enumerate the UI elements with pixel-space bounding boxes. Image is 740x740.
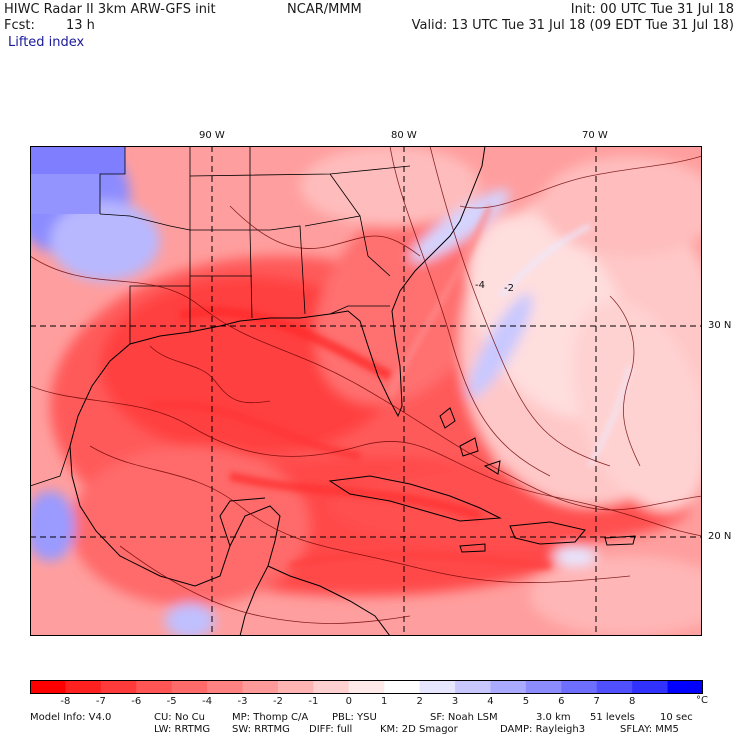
colorbar-swatch (30, 680, 66, 694)
footer-sf: SF: Noah LSM (430, 712, 498, 723)
colorbar-tick-label: 0 (345, 696, 352, 707)
forecast-label: Fcst: (4, 18, 35, 33)
colorbar-tick-label: 1 (381, 696, 388, 707)
footer-sw: SW: RRTMG (232, 724, 290, 735)
init-time: Init: 00 UTC Tue 31 Jul 18 (570, 2, 734, 17)
colorbar-swatch (100, 680, 137, 694)
colorbar-swatch (242, 680, 279, 694)
colorbar-swatch (596, 680, 633, 694)
colorbar-swatch (277, 680, 314, 694)
lat-lon-grid (30, 146, 702, 636)
coastlines (69, 146, 636, 636)
map-canvas: -4 -2 (30, 146, 702, 636)
colorbar-tick-label: 7 (593, 696, 600, 707)
colorbar-tick-label: -1 (308, 696, 319, 707)
stable-region-nw-2 (30, 174, 100, 214)
colorbar-swatch (455, 680, 491, 694)
li-field-shading (30, 146, 702, 636)
valid-time: Valid: 13 UTC Tue 31 Jul 18 (09 EDT Tue … (411, 18, 734, 33)
lat-label-20n: 20 N (708, 531, 732, 542)
colorbar-swatch (207, 680, 244, 694)
colorbar-tick-label: -7 (95, 696, 106, 707)
colorbar-tick-label: 3 (451, 696, 459, 707)
colorbar-unit: °C (696, 695, 708, 706)
colorbar-tick-label: 2 (416, 696, 423, 707)
footer-sflay: SFLAY: MM5 (620, 724, 679, 735)
colorbar-tick-label: -3 (237, 696, 248, 707)
map-frame (30, 146, 702, 636)
colorbar-swatch (419, 680, 456, 694)
stable-region-nw (30, 146, 125, 174)
colorbar-swatch (65, 680, 102, 694)
footer-pbl: PBL: YSU (332, 712, 377, 723)
colorbar-swatch (313, 680, 350, 694)
contour-label-minus4: -4 (475, 280, 485, 291)
field-name: Lifted index (8, 35, 85, 50)
contour-label-minus2: -2 (504, 283, 514, 294)
model-title: HIWC Radar II 3km ARW-GFS init (4, 2, 216, 17)
colorbar-tick-label: 8 (628, 696, 636, 707)
footer-model-info: Model Info: V4.0 (30, 712, 112, 723)
colorbar-swatch (667, 680, 703, 694)
lon-label-90w: 90 W (199, 130, 225, 141)
lon-label-70w: 70 W (582, 130, 608, 141)
colorbar-tick-label: -8 (60, 696, 71, 707)
colorbar (30, 680, 703, 694)
colorbar-tick-label: -5 (166, 696, 177, 707)
state-borders (30, 146, 411, 487)
forecast-hour: 13 h (66, 18, 95, 33)
colorbar-swatch (348, 680, 385, 694)
colorbar-tick-label: 5 (522, 696, 530, 707)
footer-km: KM: 2D Smagor (380, 724, 458, 735)
footer-timestep: 10 sec (660, 712, 693, 723)
org-label: NCAR/MMM (287, 2, 362, 17)
footer-levels: 51 levels (590, 712, 635, 723)
lat-label-30n: 30 N (708, 320, 732, 331)
footer-damp: DAMP: Rayleigh3 (500, 724, 586, 735)
colorbar-swatch (384, 680, 421, 694)
li-contours (30, 146, 702, 624)
colorbar-swatch (171, 680, 208, 694)
colorbar-frame (30, 680, 703, 694)
colorbar-swatch (490, 680, 527, 694)
lifted-index-map: -4 -2 (30, 146, 702, 636)
colorbar-swatch (136, 680, 173, 694)
colorbar-tick-label: -2 (272, 696, 283, 707)
colorbar-tick-label: 4 (487, 696, 494, 707)
colorbar-tick-label: -6 (131, 696, 142, 707)
footer-cu: CU: No Cu (154, 712, 205, 723)
footer-mp: MP: Thomp C/A (232, 712, 309, 723)
colorbar-swatch (525, 680, 562, 694)
footer-lw: LW: RRTMG (154, 724, 211, 735)
colorbar-tick-label: -4 (202, 696, 213, 707)
colorbar-tick-label: 6 (558, 696, 565, 707)
footer-resolution: 3.0 km (536, 712, 571, 723)
colorbar-swatches (30, 680, 703, 694)
colorbar-swatch (561, 680, 598, 694)
footer-diff: DIFF: full (309, 724, 353, 735)
lon-label-80w: 80 W (391, 130, 417, 141)
colorbar-swatch (632, 680, 669, 694)
